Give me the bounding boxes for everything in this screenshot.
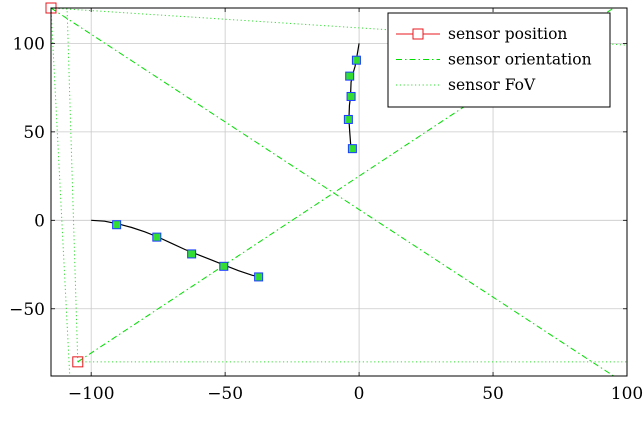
- detection-marker: [219, 261, 229, 271]
- legend-label: sensor orientation: [448, 51, 592, 69]
- detection-marker: [254, 272, 264, 282]
- legend-position-marker: [412, 28, 424, 40]
- legend-items: sensor position sensor orientation sensor …: [396, 25, 592, 94]
- legend-label: sensor FoV: [448, 76, 536, 94]
- y-tick-label: −50: [9, 300, 45, 320]
- y-tick-label: 0: [34, 211, 45, 231]
- detection-marker: [343, 114, 353, 124]
- detection-marker: [347, 144, 357, 154]
- orientation-lines: [51, 8, 614, 376]
- x-tick-label: −100: [68, 384, 115, 404]
- detection-marker: [345, 71, 355, 81]
- detection-markers: [112, 55, 361, 282]
- legend: sensor position sensor orientation sensor …: [387, 12, 611, 108]
- fov-lines: [51, 8, 627, 376]
- sensor-position-markers: [45, 2, 84, 368]
- y-tick-label: 100: [13, 34, 45, 54]
- plot-frame: [50, 7, 628, 377]
- fov-line: [51, 8, 627, 46]
- legend-label: sensor position: [448, 25, 567, 43]
- x-tick-label: −50: [207, 384, 243, 404]
- orientation-line: [51, 8, 614, 376]
- sensor-position-marker: [72, 356, 84, 368]
- y-tick-label: 50: [23, 123, 45, 143]
- detection-marker: [152, 232, 162, 242]
- fov-line: [51, 8, 71, 376]
- detection-marker: [346, 91, 356, 101]
- detection-marker: [112, 220, 122, 230]
- x-tick-label: 0: [354, 384, 365, 404]
- x-tick-label: 50: [482, 384, 504, 404]
- axis-ticks: −100 −50 0 50 100 −50 0 50 100: [9, 8, 643, 404]
- detection-marker: [187, 249, 197, 259]
- x-tick-label: 100: [611, 384, 643, 404]
- detection-marker: [351, 55, 361, 65]
